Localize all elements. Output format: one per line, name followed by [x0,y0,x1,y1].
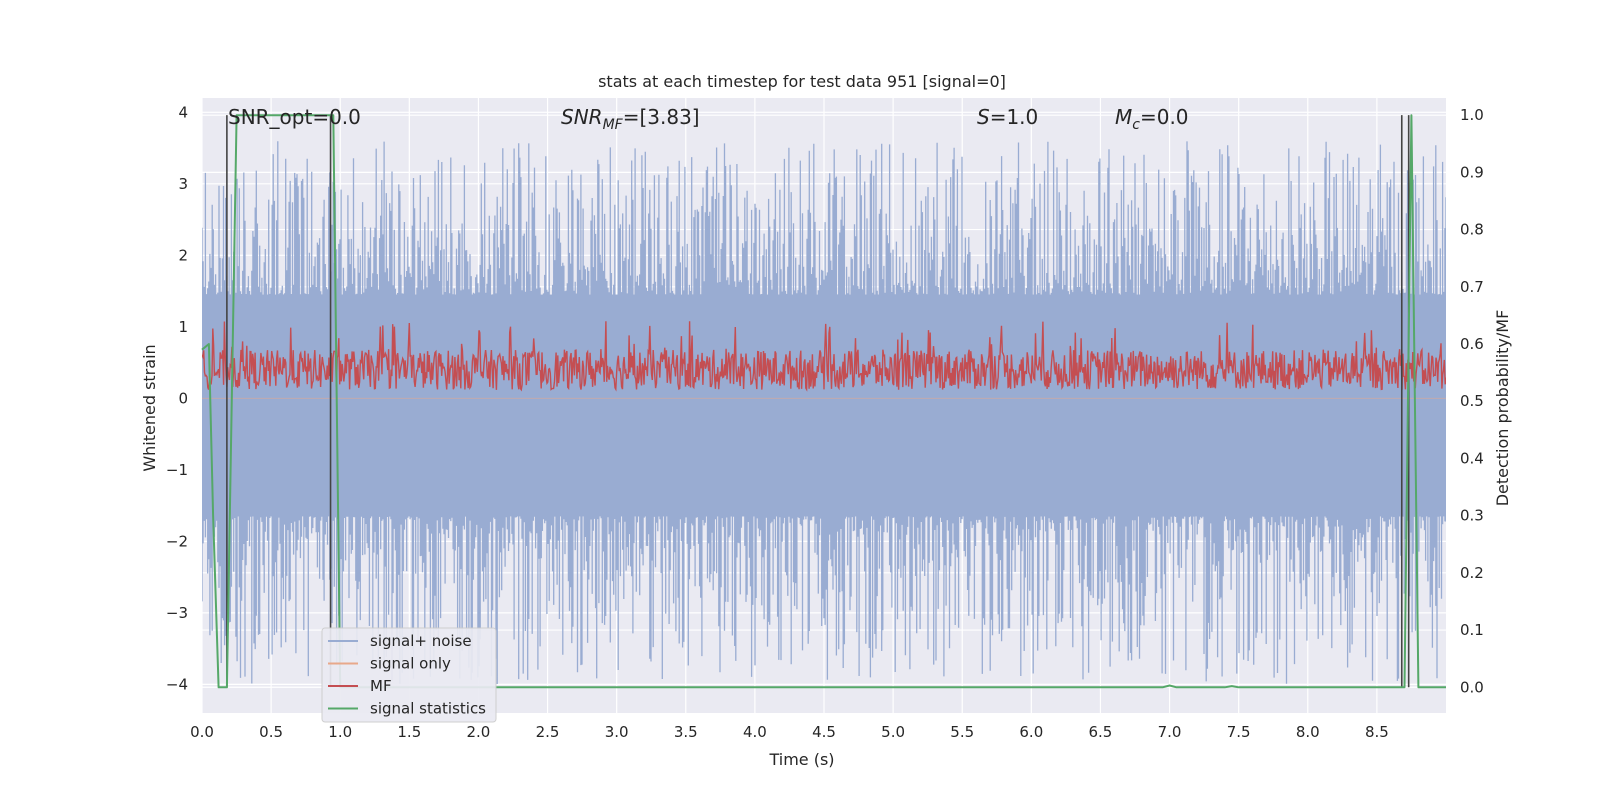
x-tick-label: 4.0 [743,723,767,741]
annotations: SNR_opt=0.0 SNRMF=[3.83] S=1.0 Mc=0.0 [228,105,1189,133]
y-left-axis-title: Whitened strain [140,344,159,471]
legend-label: MF [370,677,392,695]
annotation-value: =[3.83] [623,105,700,129]
series-mf [202,321,1446,392]
annotation-symbol: SNR [561,105,603,129]
legend-box [321,627,497,723]
annotation-mc_val: Mc=0.0 [1115,105,1189,133]
y-left-tick-label: 0 [178,389,188,407]
x-tick-label: 2.0 [467,723,491,741]
x-axis-title: Time (s) [768,750,834,769]
x-tick-label: 3.5 [674,723,698,741]
x-tick-label: 2.5 [536,723,560,741]
x-tick-label: 5.0 [881,723,905,741]
x-tick-label: 8.5 [1365,723,1389,741]
legend-label: signal statistics [370,700,486,718]
x-tick-label: 6.5 [1089,723,1113,741]
annotation-symbol: SNR_opt=0.0 [228,105,361,129]
series-signal-statistics [201,114,1446,689]
y-right-tick-label: 0.4 [1460,449,1484,467]
annotation-subscript: c [1132,117,1140,133]
y-left-tick-label: 1 [178,318,188,336]
y-left-tick-label: −1 [166,461,188,479]
y-right-tick-label: 0.1 [1460,621,1484,639]
signal-statistics-line [201,114,1446,689]
x-tick-label: 1.0 [328,723,352,741]
annotation-symbol: M [1115,105,1132,129]
legend-label: signal+ noise [370,632,472,650]
y-left-axis-ticks: −4 −3 −2 −1 0 1 2 3 4 [166,103,188,693]
y-left-tick-label: 2 [178,246,188,264]
y-right-tick-label: 0.2 [1460,564,1484,582]
x-tick-label: 8.0 [1296,723,1320,741]
chart-title: stats at each timestep for test data 951… [598,72,1006,91]
y-left-tick-label: 4 [178,103,188,121]
x-tick-label: 7.5 [1227,723,1251,741]
y-right-tick-label: 0.6 [1460,335,1484,353]
x-tick-label: 5.5 [950,723,974,741]
y-right-tick-label: 0.8 [1460,221,1484,239]
annotation-symbol: S [977,105,990,129]
y-right-axis-title: Detection probability/MF [1493,310,1512,507]
x-tick-label: 6.0 [1019,723,1043,741]
x-axis-ticks: 0.0 0.5 1.0 1.5 2.0 2.5 3.0 3.5 4.0 4.5 5.0 5.5 6.0 6… [190,723,1389,741]
annotation-snr_mf: SNRMF=[3.83] [561,105,700,133]
y-right-tick-label: 0.5 [1460,392,1484,410]
y-left-tick-label: −2 [166,532,188,550]
annotation-value: =1.0 [990,105,1039,129]
y-right-tick-label: 0.0 [1460,678,1484,696]
y-right-tick-label: 1.0 [1460,106,1484,124]
x-tick-label: 1.5 [397,723,421,741]
annotation-subscript: MF [603,117,624,133]
x-tick-label: 3.0 [605,723,629,741]
y-right-axis-ticks: 0.0 0.1 0.2 0.3 0.4 0.5 0.6 0.7 0.8 0.9 1.0 [1460,106,1484,696]
vertical-markers [226,115,1410,688]
x-tick-label: 7.0 [1158,723,1182,741]
y-left-tick-label: −3 [166,604,188,622]
legend-label: signal only [370,655,451,673]
legend: signal+ noise signal only MF signal statist… [321,627,497,723]
y-left-tick-label: 3 [178,175,188,193]
annotation-value: =0.0 [1140,105,1189,129]
annotation-s_val: S=1.0 [977,105,1038,129]
y-right-tick-label: 0.7 [1460,278,1484,296]
mf-line [202,321,1446,392]
y-right-tick-label: 0.9 [1460,163,1484,181]
x-tick-label: 4.5 [812,723,836,741]
annotation-snr_opt: SNR_opt=0.0 [228,105,361,129]
x-tick-label: 0.5 [259,723,283,741]
x-tick-label: 0.0 [190,723,214,741]
y-right-tick-label: 0.3 [1460,507,1484,525]
y-left-tick-label: −4 [166,675,188,693]
